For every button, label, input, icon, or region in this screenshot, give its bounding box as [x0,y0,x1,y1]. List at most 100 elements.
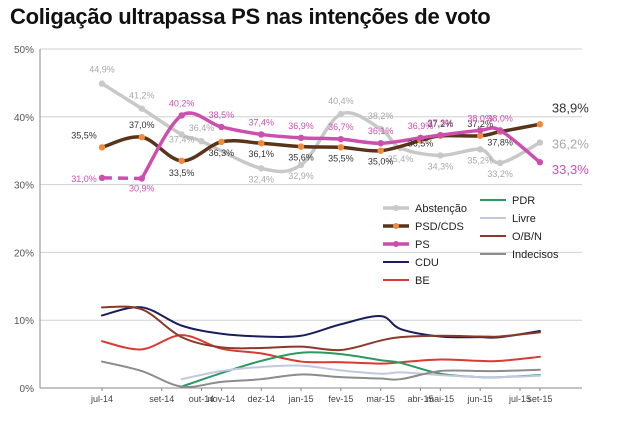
y-tick-label: 50% [14,45,34,56]
data-point-ps [297,134,305,142]
x-tick-label: dez-14 [247,394,275,404]
data-label-ps: 36,9% [408,121,434,131]
legend-label-livre: Livre [512,213,536,225]
series-line-ps-dashed [101,176,142,181]
series-line-o-b-n [101,305,541,352]
data-label-psd-cds: 36,1% [248,149,274,159]
legend-label-o-b-n: O/B/N [512,231,542,243]
data-point-ps [258,131,265,138]
data-label-ps: 38,5% [209,110,235,120]
x-tick-label: nov-14 [208,394,236,404]
data-label-absten-o: 41,2% [129,91,155,101]
data-point-absten-o [496,159,504,167]
data-point-psd-cds [258,140,265,147]
y-tick-label: 30% [14,181,34,192]
data-label-ps: 40,2% [169,98,195,108]
data-label-psd-cds: 33,5% [169,168,195,178]
data-point-psd-cds [178,157,185,165]
data-label-psd-cds: 38,9% [552,100,589,115]
data-point-absten-o [198,138,205,145]
data-point-absten-o [377,125,384,133]
data-label-psd-cds: 35,6% [288,153,314,163]
data-label-absten-o: 37,4% [169,134,195,144]
data-point-absten-o [138,105,146,112]
data-point-psd-cds [377,147,384,154]
data-label-psd-cds: 37,2% [467,119,493,129]
data-label-ps: 36,1% [368,126,394,136]
series-line-indecisos [101,360,541,389]
legend-marker-psd-cds [393,223,399,229]
data-label-ps: 38,0% [467,113,493,123]
data-label-ps: 37,3% [428,118,454,128]
data-label-psd-cds: 36,5% [408,139,434,149]
x-tick-label: out-14 [189,394,215,404]
y-tick-label: 0% [20,384,35,395]
data-point-ps [138,175,146,182]
data-label-absten-o: 44,9% [89,65,115,75]
data-label-ps: 31,0% [71,174,97,184]
data-point-ps [98,174,106,182]
data-point-psd-cds [476,132,484,139]
data-point-psd-cds [536,121,544,128]
legend-label-ps: PS [415,239,430,251]
legend-label-be: BE [415,275,430,287]
data-point-ps [417,134,424,142]
data-label-ps: 38,0% [487,113,513,123]
data-point-ps [377,140,384,147]
data-point-absten-o [178,131,185,138]
data-label-ps: 30,9% [129,183,155,193]
data-label-ps: 37,4% [248,117,274,127]
data-label-psd-cds: 35,5% [71,130,97,140]
legend-label-absten-o: Abstenção [415,203,467,215]
y-tick-label: 20% [14,248,34,259]
legend-label-psd-cds: PSD/CDS [415,221,464,233]
y-tick-label: 10% [14,316,34,327]
data-point-absten-o [98,80,106,87]
data-label-absten-o: 36,4% [189,123,215,133]
series-line-cdu [101,306,541,339]
data-point-absten-o [536,139,544,146]
series-line-livre [180,364,541,381]
data-point-absten-o [297,161,305,169]
data-point-ps [218,123,225,131]
x-tick-label: mai-15 [427,394,455,404]
data-point-ps [178,112,185,119]
x-tick-label: set-14 [149,394,174,404]
data-point-ps [437,131,444,139]
chart-title: Coligação ultrapassa PS nas intenções de… [10,4,491,29]
data-label-absten-o: 32,9% [288,171,314,181]
legend-label-cdu: CDU [415,257,439,269]
data-label-ps: 36,9% [288,121,314,131]
legend-marker-ps [393,241,399,247]
data-label-ps: 36,7% [328,122,354,132]
data-label-psd-cds: 37,0% [129,120,155,130]
data-label-psd-cds: 35,5% [328,153,354,163]
data-label-psd-cds: 37,8% [487,138,513,148]
x-tick-label: set-15 [527,394,552,404]
data-label-absten-o: 38,2% [368,111,394,121]
data-point-psd-cds [98,144,106,151]
data-label-psd-cds: 37,2% [428,119,454,129]
data-point-ps [476,127,484,134]
x-tick-label: jul-15 [508,394,531,404]
data-label-absten-o: 32,4% [248,174,274,184]
data-label-absten-o: 35,2% [467,155,493,165]
x-tick-label: fev-15 [328,394,353,404]
data-point-psd-cds [337,144,345,151]
data-point-ps [337,135,345,143]
data-point-absten-o [337,110,345,118]
data-point-ps [496,127,504,134]
x-tick-label: mar-15 [366,394,395,404]
data-label-psd-cds: 36,3% [209,148,235,158]
data-label-absten-o: 35,4% [388,154,414,164]
data-point-ps [536,159,544,166]
x-tick-label: jan-15 [288,394,314,404]
x-tick-label: abr-15 [407,394,433,404]
data-point-absten-o [476,146,484,153]
data-point-absten-o [258,165,265,172]
data-point-psd-cds [297,143,305,150]
data-label-absten-o: 36,2% [552,137,589,152]
data-point-absten-o [437,152,444,159]
